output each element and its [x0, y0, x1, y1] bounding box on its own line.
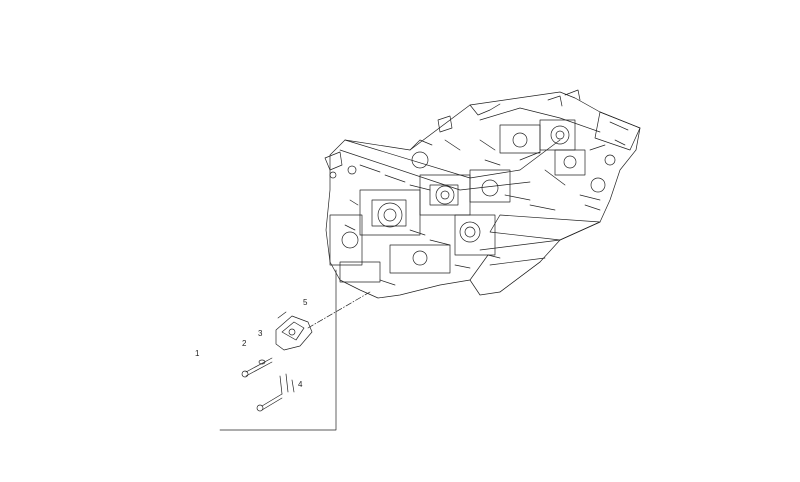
callout-1: 1 — [195, 349, 200, 358]
bracket-part — [275, 311, 313, 351]
main-assembly — [324, 89, 641, 299]
callout-2: 2 — [242, 339, 247, 348]
callout-5: 5 — [303, 298, 308, 307]
screw-part — [256, 373, 295, 412]
callout-3: 3 — [258, 329, 263, 338]
assembly-line — [307, 291, 371, 329]
callout-1-frame — [219, 269, 337, 431]
bolt-part — [241, 357, 273, 378]
callout-4: 4 — [298, 380, 303, 389]
